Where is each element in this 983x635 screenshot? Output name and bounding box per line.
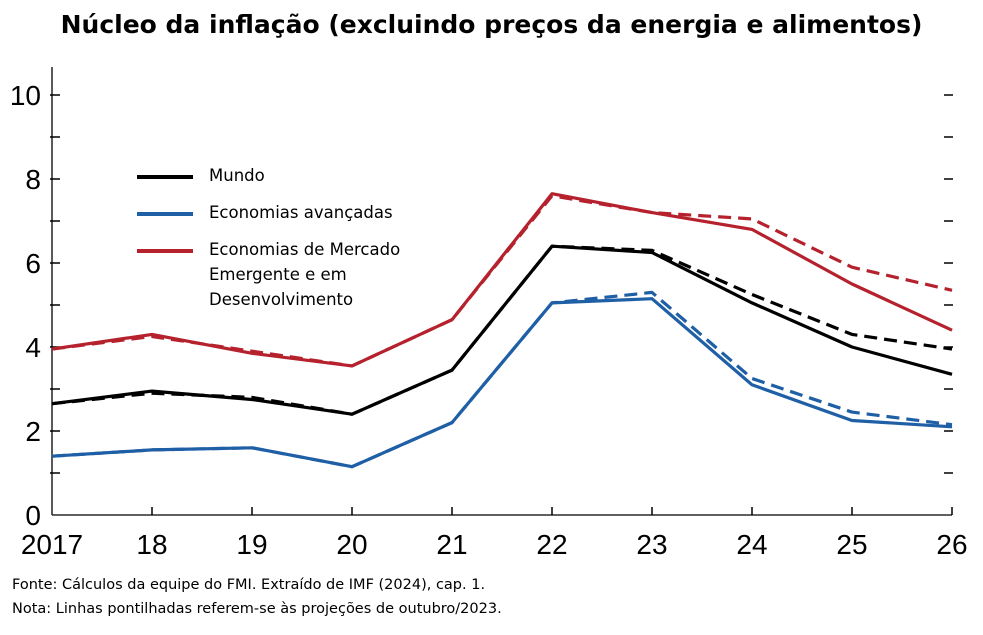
x-tick-label: 25 (836, 529, 867, 560)
y-tick-label: 8 (25, 164, 41, 195)
legend-label: Economias de Mercado (209, 240, 400, 259)
chart-title: Núcleo da inflação (excluindo preços da … (60, 10, 923, 39)
y-tick-label: 6 (25, 248, 41, 279)
legend-label: Economias avançadas (209, 203, 393, 222)
x-tick-label: 24 (736, 529, 767, 560)
source-note: Fonte: Cálculos da equipe do FMI. Extraí… (12, 577, 486, 593)
x-tick-label: 19 (236, 529, 267, 560)
series-line-actual (51, 297, 953, 469)
x-tick-label: 26 (936, 529, 967, 560)
x-tick-label: 22 (536, 529, 567, 560)
projection-note: Nota: Linhas pontilhadas referem-se às p… (12, 601, 502, 617)
x-tick-label: 23 (636, 529, 667, 560)
y-tick-label: 10 (10, 80, 41, 111)
x-tick-label: 20 (336, 529, 367, 560)
series-line-projection (51, 244, 953, 416)
series-line-actual (51, 244, 953, 416)
x-tick-label: 18 (136, 529, 167, 560)
legend-label: Desenvolvimento (209, 290, 353, 309)
series-line-projection (51, 194, 953, 368)
legend-label: Emergente e em (209, 265, 347, 284)
x-tick-label: 21 (436, 529, 467, 560)
series-line-projection (51, 290, 953, 469)
legend-label: Mundo (209, 166, 265, 185)
y-tick-label: 4 (25, 332, 41, 363)
y-tick-label: 0 (25, 500, 41, 531)
series-line-actual (51, 192, 953, 368)
x-tick-label: 2017 (21, 529, 83, 560)
y-tick-label: 2 (25, 416, 41, 447)
